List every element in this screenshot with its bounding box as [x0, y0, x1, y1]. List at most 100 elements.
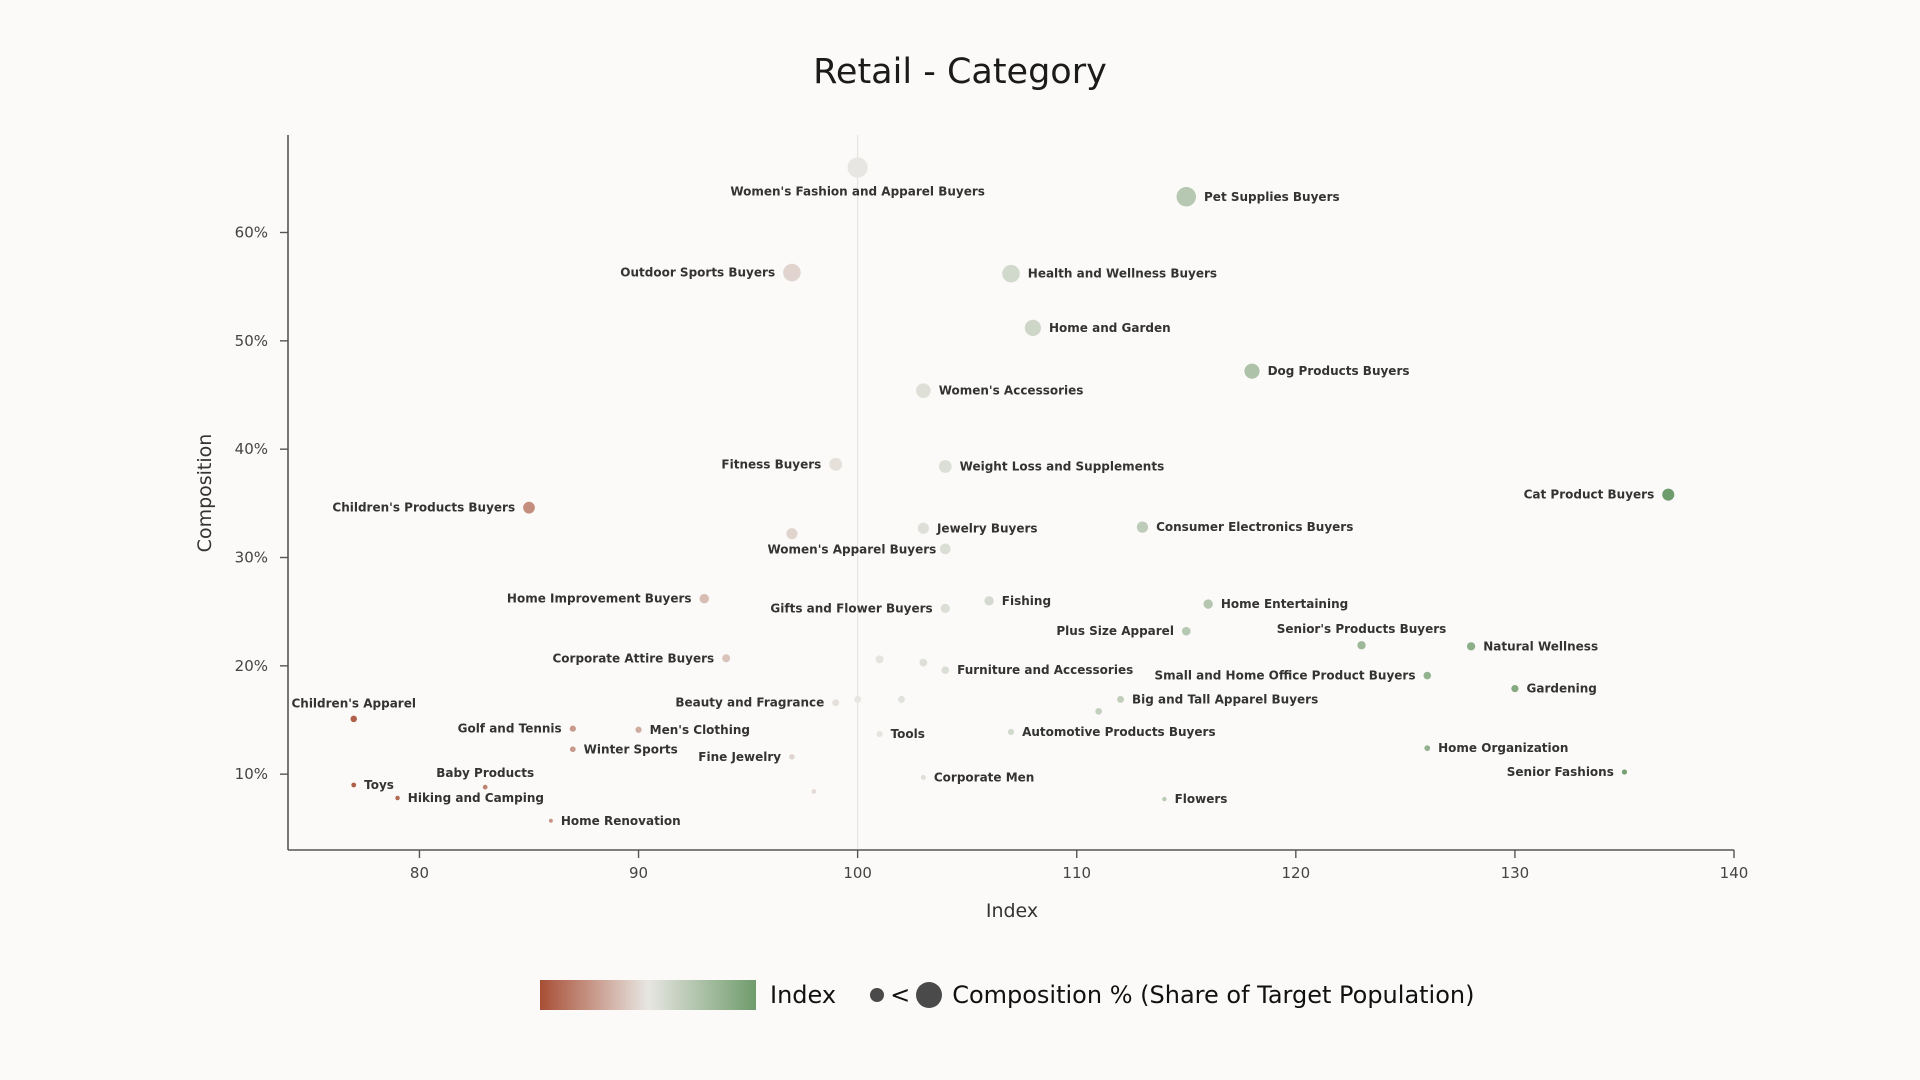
x-tick-label: 120 [1281, 864, 1310, 882]
data-point [939, 543, 951, 555]
data-point [786, 528, 798, 540]
data-point [920, 774, 926, 780]
data-point [1424, 745, 1431, 752]
point-label: Natural Wellness [1483, 639, 1598, 653]
point-label: Jewelry Buyers [936, 521, 1038, 535]
data-point [1244, 363, 1260, 379]
data-point [1181, 626, 1191, 636]
data-point [1162, 796, 1167, 802]
point-label: Men's Clothing [650, 723, 750, 737]
point-label: Hiking and Camping [408, 791, 544, 805]
point-label: Fishing [1002, 594, 1051, 608]
data-point [1117, 695, 1125, 703]
data-point [569, 725, 576, 732]
data-point [941, 666, 950, 675]
point-label: Corporate Men [934, 770, 1034, 784]
legend-size-separator: < [890, 981, 911, 1009]
point-label: Women's Fashion and Apparel Buyers [730, 185, 985, 199]
point-label: Plus Size Apparel [1056, 624, 1174, 638]
data-point [722, 654, 731, 663]
data-point [940, 603, 950, 614]
data-point [984, 596, 994, 606]
point-label: Women's Accessories [939, 384, 1084, 398]
point-label: Corporate Attire Buyers [552, 651, 714, 665]
data-point [1203, 599, 1213, 609]
data-point [569, 746, 576, 753]
index-color-scale [540, 980, 756, 1010]
y-axis-title: Composition [194, 434, 216, 553]
data-point [938, 460, 952, 473]
data-point [847, 157, 868, 178]
point-label: Home Improvement Buyers [507, 592, 692, 606]
data-point [1466, 642, 1476, 651]
data-point [523, 501, 535, 514]
point-labels: Women's Fashion and Apparel Buyers Pet Su… [291, 185, 1654, 828]
data-point [548, 818, 553, 823]
data-point [916, 383, 931, 398]
data-point [351, 782, 357, 788]
point-label: Home Entertaining [1221, 597, 1348, 611]
point-label: Winter Sports [584, 742, 678, 756]
legend: Index < Composition % (Share of Target P… [540, 978, 1474, 1012]
point-label: Flowers [1175, 792, 1228, 806]
point-label: Tools [891, 727, 925, 741]
point-label: Senior's Products Buyers [1277, 622, 1447, 636]
data-point [1002, 264, 1020, 283]
point-label: Outdoor Sports Buyers [620, 266, 775, 280]
data-point [1007, 728, 1015, 735]
data-point [854, 695, 862, 703]
point-label: Women's Apparel Buyers [767, 543, 936, 557]
data-point [919, 658, 928, 667]
point-label: Toys [364, 778, 394, 792]
data-point [1357, 641, 1366, 650]
data-point [1176, 187, 1197, 207]
point-label: Gardening [1527, 682, 1597, 696]
data-point [1621, 769, 1628, 775]
data-point [1024, 319, 1042, 336]
data-point [1511, 684, 1519, 693]
x-axis-title: Index [986, 900, 1038, 922]
point-label: Automotive Products Buyers [1022, 725, 1216, 739]
point-label: Furniture and Accessories [957, 663, 1133, 677]
point-label: Senior Fashions [1507, 765, 1614, 779]
data-point [832, 699, 840, 707]
y-tick-label: 50% [235, 332, 268, 350]
data-point [875, 655, 884, 664]
legend-small-dot-icon [870, 988, 885, 1002]
data-point [811, 789, 817, 794]
axes: 80 90 100 110 120 130 140 10% 20% 30% 40% 50% 60% [235, 135, 1749, 882]
point-label: Fitness Buyers [721, 457, 821, 471]
point-label: Fine Jewelry [698, 750, 781, 764]
data-point [876, 731, 883, 738]
point-label: Small and Home Office Product Buyers [1154, 669, 1415, 683]
point-label: Big and Tall Apparel Buyers [1132, 692, 1318, 706]
legend-size-label: Composition % (Share of Target Populatio… [952, 981, 1475, 1009]
data-point [635, 726, 642, 733]
point-label: Consumer Electronics Buyers [1156, 520, 1353, 534]
point-label: Home Organization [1438, 741, 1568, 755]
point-label: Dog Products Buyers [1268, 364, 1410, 378]
x-tick-label: 140 [1720, 864, 1749, 882]
data-point [1423, 671, 1432, 680]
point-label: Home and Garden [1049, 321, 1171, 335]
data-point [783, 263, 801, 282]
data-point [395, 795, 400, 801]
x-tick-label: 130 [1501, 864, 1530, 882]
data-point [1095, 708, 1102, 715]
point-label: Pet Supplies Buyers [1204, 190, 1340, 204]
point-label: Golf and Tennis [458, 722, 562, 736]
point-label: Cat Product Buyers [1524, 488, 1655, 502]
y-tick-label: 20% [235, 657, 268, 675]
x-tick-label: 90 [629, 864, 648, 882]
data-point [917, 522, 929, 534]
point-label: Baby Products [436, 766, 534, 780]
data-point [482, 784, 488, 790]
data-point [789, 754, 795, 760]
x-tick-label: 80 [410, 864, 429, 882]
y-tick-label: 60% [235, 224, 268, 242]
point-label: Gifts and Flower Buyers [770, 601, 932, 615]
data-point [350, 715, 357, 723]
x-tick-label: 100 [843, 864, 872, 882]
data-point [699, 593, 710, 604]
